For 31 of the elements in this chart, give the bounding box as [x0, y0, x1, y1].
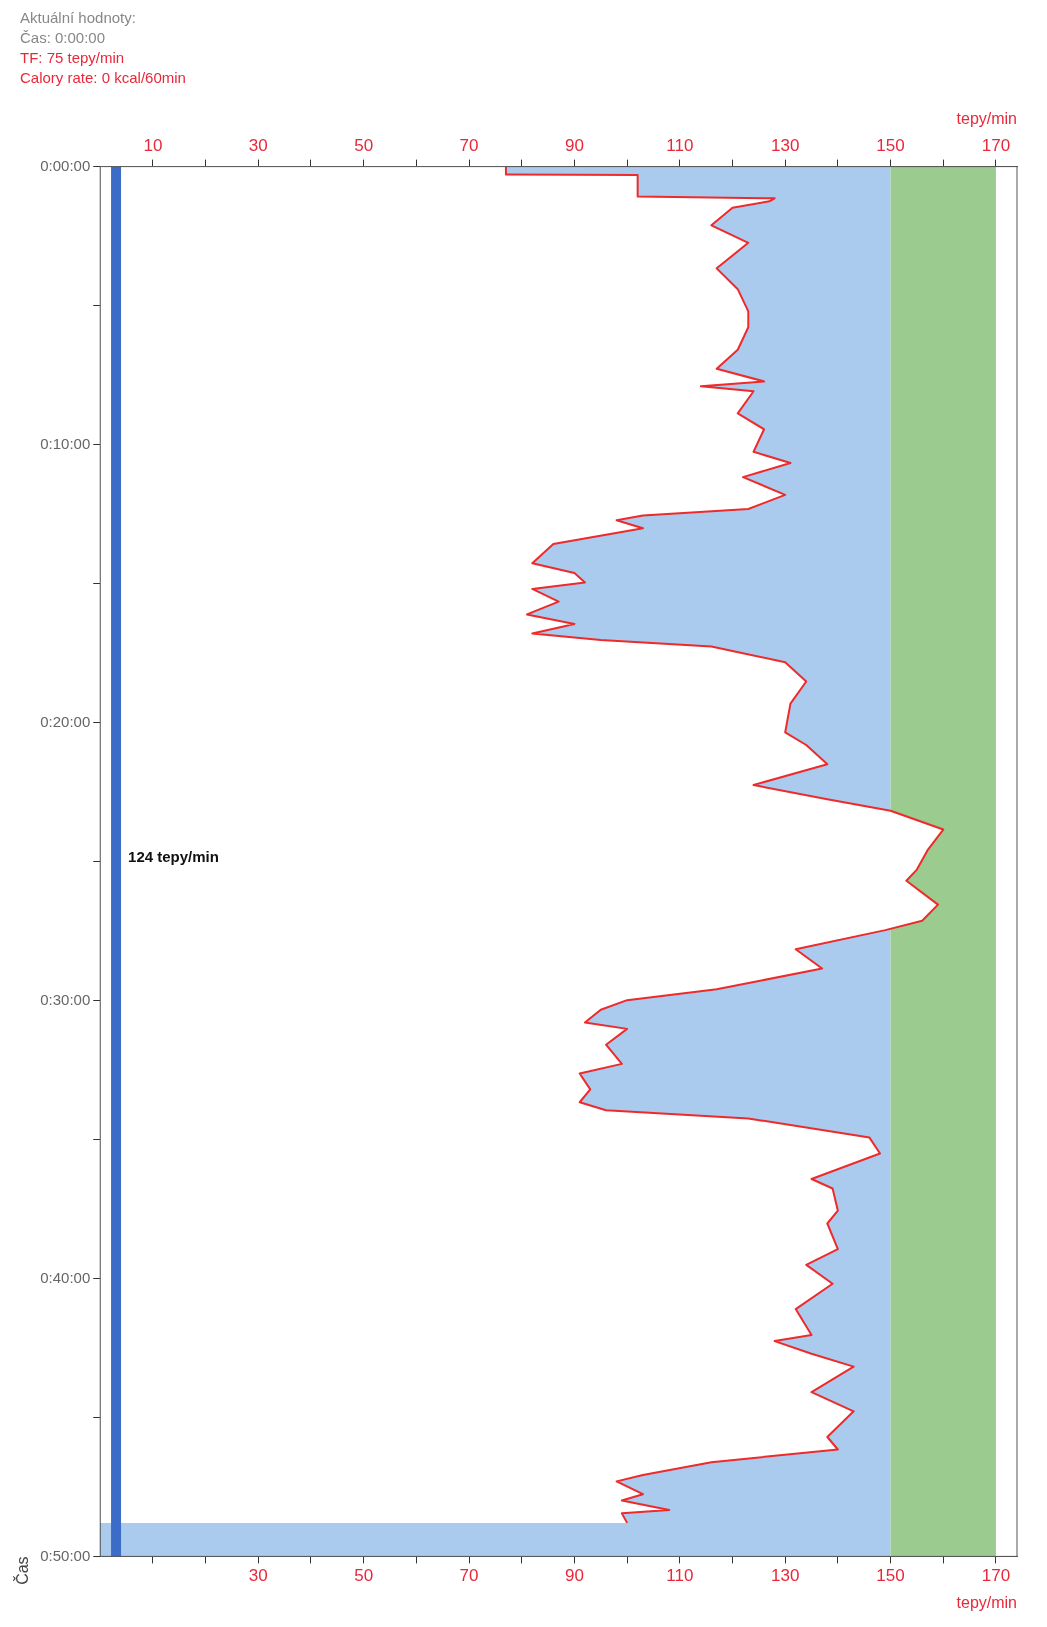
x-tick-label: 130 [770, 1566, 800, 1586]
y-tick-label: 0:00:00 [40, 156, 91, 174]
x2-tick-label: 130 [770, 136, 800, 156]
x2-tick-label: 110 [666, 136, 694, 156]
x2-axis-title: tepy/min [956, 110, 1017, 128]
x-tick-label: 70 [459, 1566, 479, 1586]
x2-tick-label: 90 [564, 136, 584, 156]
x-tick-label: 110 [666, 1566, 694, 1586]
x2-tick-label: 30 [248, 136, 268, 156]
x-tick-label: 50 [354, 1566, 374, 1586]
x2-tick-label: 70 [459, 136, 479, 156]
y-tick-label: 0:50:00 [40, 1546, 91, 1564]
x2-tick-label: 50 [354, 136, 374, 156]
x2-tick-label: 10 [143, 136, 163, 156]
text: TF: 75 tepy/min [20, 48, 126, 68]
x-tick-label: 90 [564, 1566, 584, 1586]
text: Čas: 0:00:00 [20, 28, 107, 48]
x2-tick-label: 170 [981, 136, 1011, 156]
x-tick-label: 170 [981, 1566, 1011, 1586]
y-tick-label: 0:30:00 [40, 990, 91, 1008]
text: Aktuální hodnoty: [20, 8, 137, 28]
text: Calory rate: 0 kcal/60min [20, 68, 187, 88]
ref-line-label: 124 tepy/min [128, 847, 219, 865]
y-tick-label: 0:20:00 [40, 712, 91, 730]
x-tick-label: 30 [248, 1566, 268, 1586]
x-tick-label: 150 [876, 1566, 905, 1586]
y-tick-label: 0:40:00 [40, 1268, 91, 1286]
x-axis-title: tepy/min [956, 1593, 1017, 1611]
y-axis-title: Čas [13, 1556, 32, 1585]
x2-tick-label: 150 [876, 136, 905, 156]
y-tick-label: 0:10:00 [40, 434, 91, 452]
